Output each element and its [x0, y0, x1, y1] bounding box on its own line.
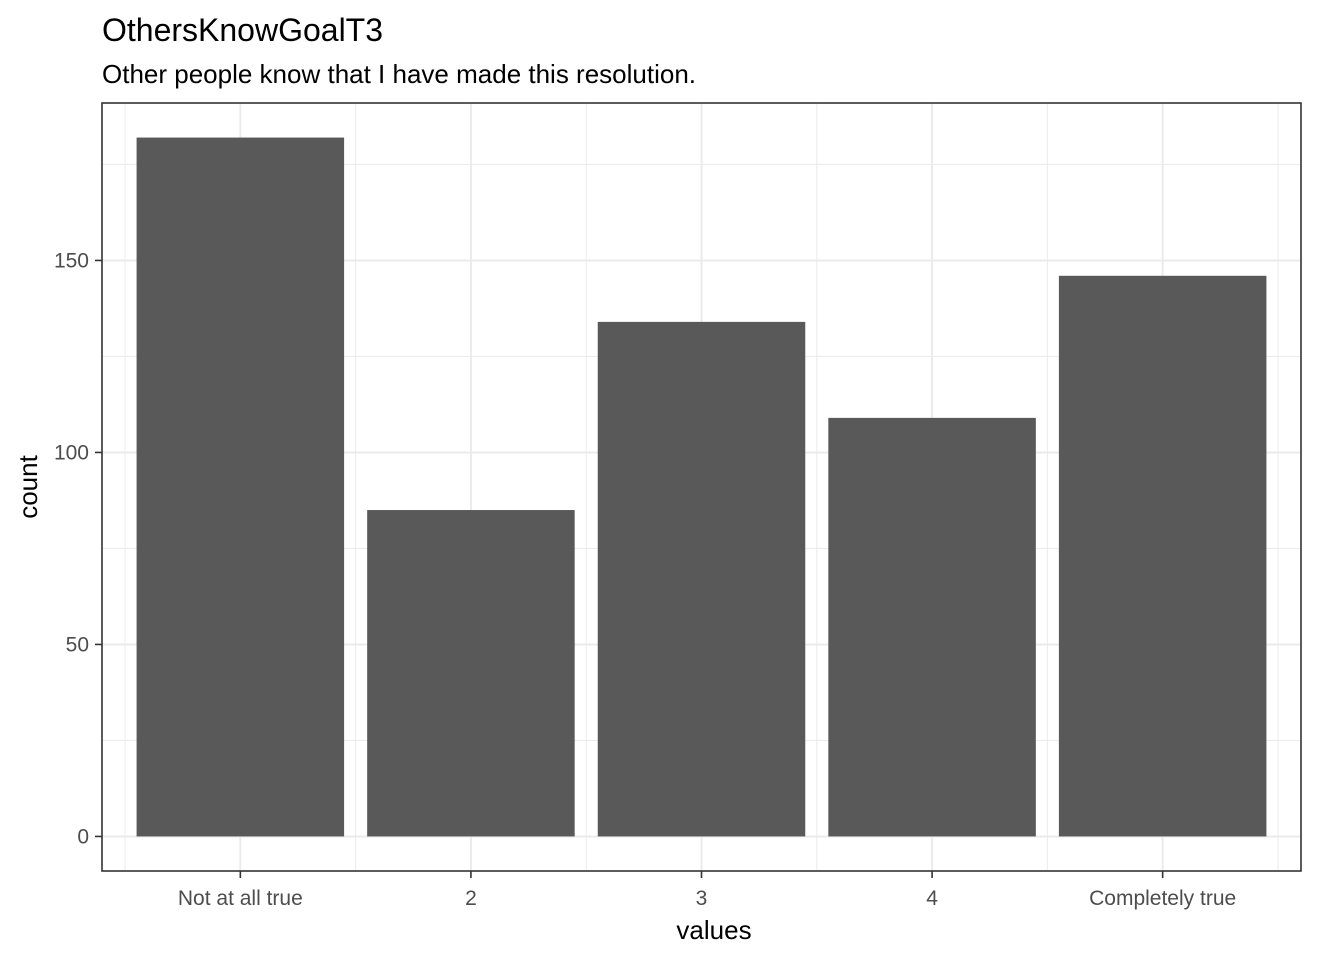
- bar: [597, 321, 806, 837]
- y-tick-label: 50: [66, 633, 89, 656]
- y-axis-title: count: [13, 454, 43, 518]
- x-axis-title: values: [676, 915, 751, 945]
- y-tick-label: 0: [77, 825, 89, 848]
- bar: [828, 417, 1036, 837]
- x-tick-label: 3: [696, 887, 708, 910]
- chart-subtitle: Other people know that I have made this …: [102, 59, 696, 89]
- bar: [1058, 275, 1267, 837]
- x-tick-label: Not at all true: [178, 887, 303, 910]
- x-tick-label: 4: [926, 887, 938, 910]
- y-tick-label: 150: [54, 249, 89, 272]
- y-axis: 0 50 100 150: [54, 249, 102, 848]
- chart-title: OthersKnowGoalT3: [102, 12, 383, 48]
- x-tick-label: Completely true: [1089, 887, 1236, 910]
- bar: [136, 137, 345, 837]
- bars: [136, 137, 1267, 837]
- x-axis: Not at all true 2 3 4 Completely true: [178, 871, 1236, 910]
- x-tick-label: 2: [465, 887, 477, 910]
- bar: [367, 510, 575, 837]
- y-tick-label: 100: [54, 441, 89, 464]
